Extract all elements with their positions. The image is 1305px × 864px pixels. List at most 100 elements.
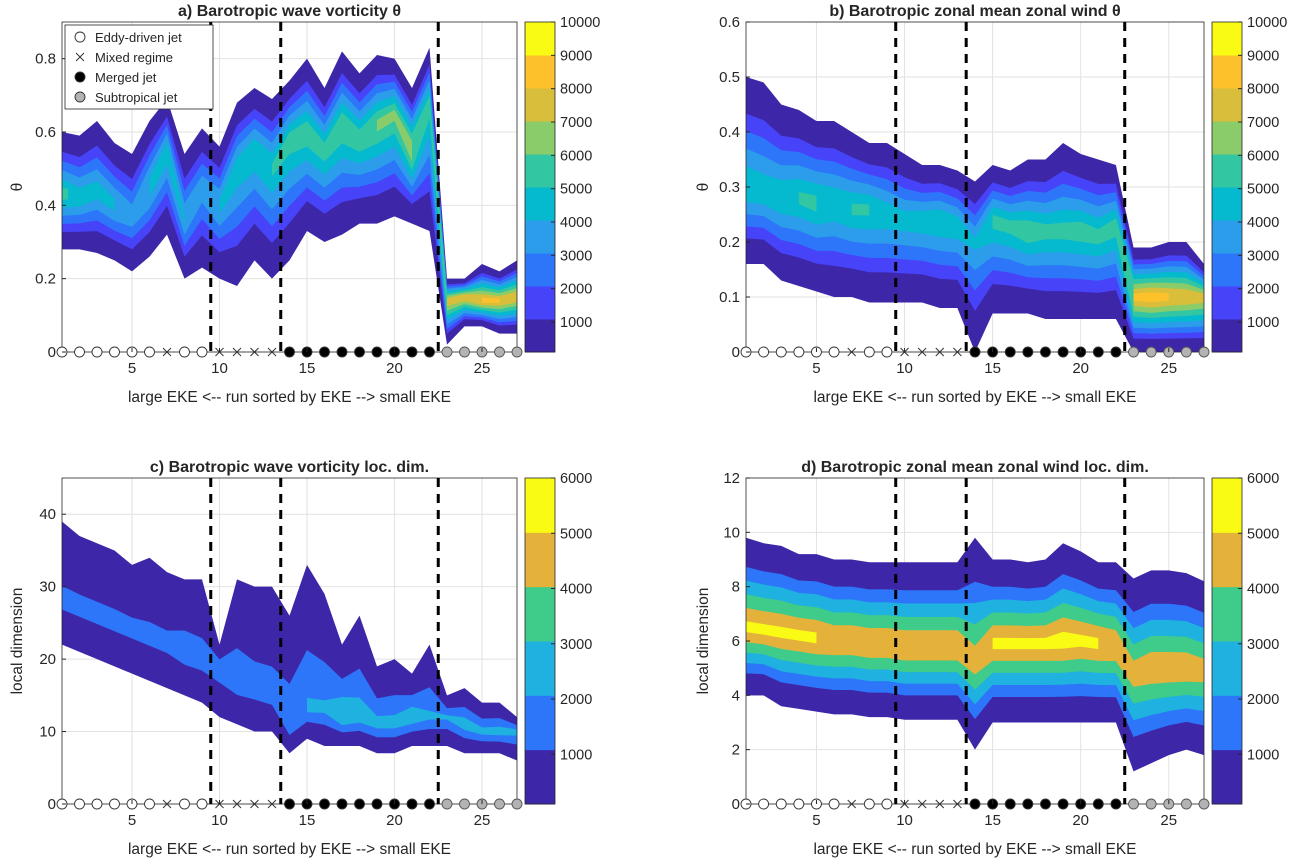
marker-merged-jet [1022, 798, 1034, 810]
contour-band-6000 [992, 631, 1099, 650]
contour-fills [62, 47, 517, 345]
y-tick-label: 0 [732, 796, 740, 813]
colorbar-swatch [525, 695, 555, 751]
marker-merged-jet [354, 346, 365, 358]
colorbar-swatch [525, 641, 555, 696]
regime-markers [56, 798, 523, 810]
y-tick-label: 12 [723, 470, 740, 487]
marker-mixed-regime [935, 347, 945, 357]
legend-label: Merged jet [95, 70, 157, 85]
colorbar-swatch [525, 22, 555, 56]
contour-band-5000 [149, 141, 185, 225]
marker-merged-jet [1092, 346, 1104, 358]
colorbar-swatch [1212, 187, 1242, 221]
colorbar-swatch [1212, 749, 1242, 805]
x-tick-label: 25 [1160, 812, 1177, 829]
contour-band-3000 [307, 697, 517, 736]
colorbar-swatch [525, 121, 555, 155]
colorbar-tick-label: 2000 [1247, 692, 1279, 708]
colorbar-tick-label: 8000 [1247, 82, 1279, 98]
marker-mixed-regime [162, 799, 172, 809]
marker-eddy-driven-jet [775, 346, 787, 358]
marker-eddy-driven-jet [109, 798, 120, 810]
x-tick-label: 15 [984, 360, 1001, 377]
marker-eddy-driven-jet [881, 346, 893, 358]
marker-subtropical-jet [494, 346, 505, 358]
contour-band-2000 [62, 585, 517, 745]
colorbar-tick-label: 4000 [1247, 582, 1279, 598]
marker-subtropical-jet [1180, 346, 1192, 358]
x-tick-label: 10 [211, 812, 228, 829]
marker-mixed-regime [935, 799, 945, 809]
colorbar-swatch [1212, 532, 1242, 588]
marker-subtropical-jet [1128, 346, 1139, 358]
marker-mixed-regime [232, 347, 242, 357]
y-axis-label: θ [9, 183, 26, 192]
colorbar: 1000 2000 3000 4000 5000 6000 7000 8000 9000 1000… [524, 15, 600, 353]
y-tick-label: 10 [723, 524, 740, 541]
colorbar-tick-label: 7000 [560, 115, 592, 131]
marker-merged-jet [336, 346, 348, 358]
marker-eddy-driven-jet [775, 798, 787, 810]
contour-fills [746, 77, 1204, 352]
colorbar-swatch [1212, 22, 1242, 56]
colorbar-swatch [525, 749, 555, 805]
marker-merged-jet [371, 798, 383, 810]
legend-box [64, 24, 214, 110]
contour-fills [746, 537, 1204, 772]
marker-eddy-driven-jet [74, 798, 85, 810]
colorbar: 1000 2000 3000 4000 5000 6000 [1211, 471, 1279, 805]
contour-band-5000 [62, 179, 115, 212]
marker-mixed-regime [847, 799, 857, 809]
marker-subtropical-jet [441, 346, 453, 358]
legend-label: Eddy-driven jet [95, 30, 182, 45]
y-tick-label: 0.5 [719, 69, 740, 86]
marker-eddy-driven-jet [828, 798, 840, 810]
marker-subtropical-jet [1128, 798, 1139, 810]
colorbar-tick-label: 7000 [1247, 115, 1279, 131]
x-tick-label: 10 [896, 360, 913, 377]
y-tick-label: 6 [732, 633, 740, 650]
x-tick-label: 5 [812, 812, 820, 829]
colorbar-frame [1211, 477, 1243, 805]
colorbar-tick-label: 9000 [1247, 48, 1279, 64]
marker-merged-jet [969, 798, 981, 810]
marker-merged-jet [319, 346, 330, 358]
colorbar-tick-label: 3000 [1247, 248, 1279, 264]
legend-marker [74, 91, 86, 103]
contour-band-5000 [746, 607, 1204, 687]
colorbar-swatch [1212, 253, 1242, 287]
marker-merged-jet [1004, 346, 1016, 358]
marker-subtropical-jet [441, 798, 453, 810]
marker-eddy-driven-jet [828, 346, 840, 358]
contour-band-6000 [272, 95, 517, 316]
colorbar-swatch [525, 532, 555, 588]
y-tick-label: 4 [732, 687, 740, 704]
legend-marker [74, 31, 86, 43]
marker-eddy-driven-jet [863, 798, 875, 810]
legend-marker [74, 71, 86, 83]
x-tick-label: 15 [299, 360, 316, 377]
colorbar-swatch [525, 586, 555, 642]
marker-mixed-regime [267, 799, 277, 809]
marker-subtropical-jet [511, 346, 523, 358]
marker-merged-jet [336, 798, 348, 810]
marker-merged-jet [1004, 798, 1016, 810]
panel-title: d) Barotropic zonal mean zonal wind loc.… [801, 459, 1149, 476]
x-tick-label: 15 [299, 812, 316, 829]
x-axis-label: large EKE <-- run sorted by EKE --> smal… [813, 841, 1136, 858]
marker-merged-jet [406, 798, 418, 810]
marker-merged-jet [319, 798, 330, 810]
colorbar-tick-label: 3000 [560, 248, 592, 264]
marker-eddy-driven-jet [881, 798, 893, 810]
colorbar-swatch [1212, 88, 1242, 122]
marker-eddy-driven-jet [196, 798, 208, 810]
marker-merged-jet [1040, 346, 1051, 358]
colorbar-tick-label: 3000 [1247, 637, 1279, 653]
colorbar-tick-label: 10000 [560, 15, 600, 31]
y-tick-label: 0 [48, 344, 56, 361]
colorbar-swatch [525, 187, 555, 221]
y-axis-label: local dimension [695, 588, 712, 695]
y-tick-label: 0.4 [719, 124, 740, 141]
colorbar-swatch [525, 88, 555, 122]
